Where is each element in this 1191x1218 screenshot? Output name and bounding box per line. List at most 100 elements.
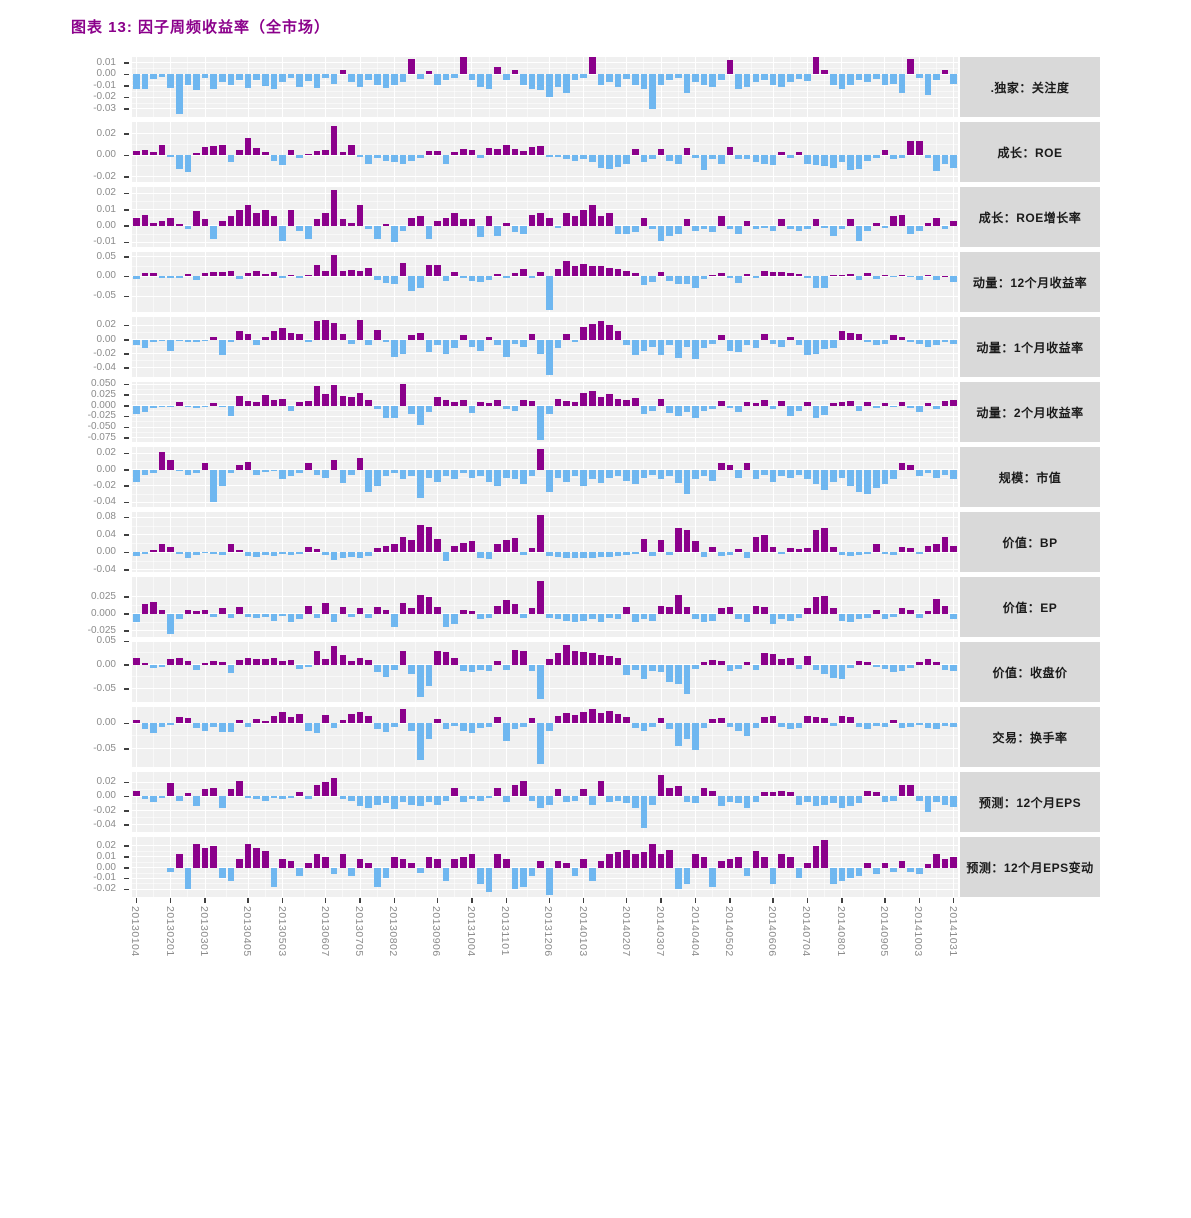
bar-negative [589,469,596,480]
bar-negative [649,225,656,230]
bar-positive [296,714,304,724]
bar-positive [520,780,527,797]
y-tick-label: 0.00 [96,270,116,282]
bar-positive [769,792,777,797]
gridline-vertical-minor [751,837,752,897]
x-tick-label: 20140103 [576,906,589,957]
bar-negative [580,469,587,486]
y-tick-mark [124,192,129,195]
gridline-vertical [170,707,172,767]
y-tick-label: -0.05 [93,290,116,302]
gridline-vertical [436,707,438,767]
bar-positive [907,464,914,470]
bar-positive [158,609,166,614]
bar-negative [425,339,433,353]
gridline-vertical [436,642,438,702]
gridline-vertical-minor [527,382,529,442]
gridline-vertical [204,57,206,117]
bar-negative [786,155,794,159]
bar-positive [451,787,458,797]
bar-negative [356,552,364,558]
bar-negative [442,796,450,801]
gridline-vertical-minor [415,837,417,897]
bar-positive [339,607,347,614]
bar-negative [442,469,450,477]
gridline-horizontal [132,383,958,385]
bar-negative [511,723,519,730]
bar-positive [571,266,579,277]
bar-positive [468,219,476,226]
bar-negative [502,339,510,357]
bar-positive [571,650,579,665]
y-tick-mark [124,339,129,341]
bar-positive [864,662,871,665]
bar-negative [150,405,157,409]
gridline-vertical-minor [935,707,937,767]
bar-negative [812,405,820,418]
bar-negative [133,276,140,279]
bar-negative [752,276,760,279]
y-tick-mark [124,569,129,571]
gridline-horizontal [132,256,958,258]
bar-negative [546,339,553,375]
bar-positive [210,787,218,797]
bar-positive [356,204,364,226]
bar-positive [554,715,562,724]
facet-strip: 预测：12个月EPS变动 [960,837,1100,897]
gridline-vertical [884,577,886,637]
bar-positive [468,611,476,614]
bar-positive [399,384,407,406]
bar-negative [778,469,785,477]
bar-positive [847,401,854,406]
x-tick-label: 20131101 [499,906,512,956]
bar-negative [769,405,777,409]
gridline-vertical-minor [303,577,305,637]
bar-negative [485,796,493,799]
bar-positive [786,657,794,665]
bar-negative [442,613,450,628]
gridline-vertical-minor [187,122,189,182]
bar-negative [511,225,519,233]
bar-negative [563,552,570,558]
gridline-vertical [626,707,628,767]
gridline-vertical-minor [303,772,305,832]
bar-negative [675,155,682,164]
bar-positive [743,662,751,665]
bar-positive [528,401,536,406]
facet-row: 0.00 -0.05 交易：换手率 [70,707,1100,767]
bar-negative [184,74,192,85]
bar-negative [675,867,682,890]
bar-negative [761,74,768,81]
y-tick-label: -0.04 [93,361,116,373]
facet-panel [132,122,958,182]
y-tick-mark [124,485,129,487]
bar-positive [778,790,785,797]
bar-negative [322,552,329,555]
facet-strip-label: 规模：市值 [998,470,1062,485]
bar-negative [253,339,261,346]
gridline-horizontal-minor [132,144,958,145]
bar-positive [184,793,192,797]
gridline-vertical [841,382,843,442]
bar-positive [614,331,622,340]
bar-negative [468,664,476,672]
facet-strip-label: 成长：ROE [997,145,1063,160]
bar-positive [898,547,906,553]
gridline-vertical [583,122,585,182]
gridline-vertical [772,57,774,117]
bar-negative [838,74,846,90]
bar-negative [726,796,734,802]
bar-negative [279,74,286,83]
bar-negative [804,155,811,164]
bar-negative [855,723,863,728]
gridline-vertical-minor [226,447,228,507]
bar-negative [915,613,923,618]
gridline-horizontal [132,225,958,227]
gridline-horizontal [132,133,958,135]
gridline-vertical [583,642,585,702]
y-tick-label: 0.02 [96,319,116,331]
bar-positive [167,547,174,553]
bar-positive [546,217,553,226]
gridline-horizontal [132,824,958,826]
bar-positive [287,717,295,724]
